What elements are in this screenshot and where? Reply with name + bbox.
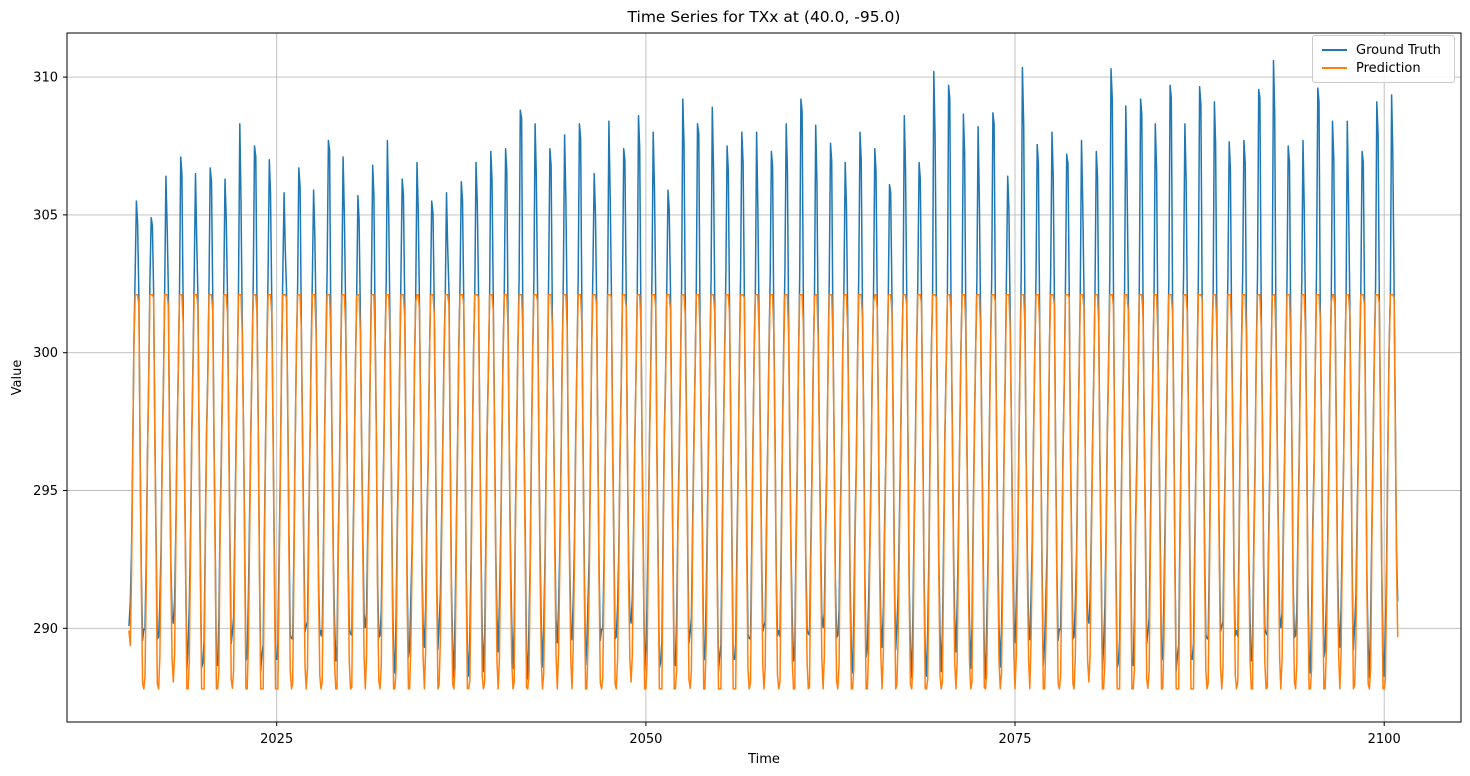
legend: Ground Truth Prediction	[1312, 35, 1455, 83]
y-tick-label: 290	[33, 622, 58, 637]
ground-truth-line	[128, 59, 1399, 680]
x-tick-label: 2050	[629, 732, 662, 747]
y-tick-label: 300	[33, 346, 58, 361]
plot-area-border	[66, 32, 1462, 723]
x-tick-label: 2025	[260, 732, 293, 747]
series-lines	[128, 59, 1399, 690]
grid-lines	[67, 33, 1461, 722]
axis-ticks: 2025 2050 2075 2100 290 295 300 305 310	[33, 71, 1401, 747]
x-axis-label: Time	[747, 752, 780, 767]
legend-label-prediction: Prediction	[1356, 60, 1421, 76]
x-tick-label: 2100	[1368, 732, 1401, 747]
y-tick-label: 305	[33, 208, 58, 223]
prediction-line	[128, 294, 1399, 690]
legend-label-ground-truth: Ground Truth	[1356, 42, 1441, 58]
legend-entry-prediction: Prediction	[1322, 59, 1445, 77]
chart-title: Time Series for TXx at (40.0, -95.0)	[627, 8, 901, 26]
legend-entry-ground-truth: Ground Truth	[1322, 41, 1445, 59]
x-tick-label: 2075	[998, 732, 1031, 747]
prediction-line-sample-icon	[1322, 66, 1347, 70]
y-tick-label: 310	[33, 71, 58, 86]
y-tick-label: 295	[33, 484, 58, 499]
y-axis-label: Value	[10, 360, 25, 396]
axes-spines	[66, 32, 1462, 723]
ground-truth-line-sample-icon	[1322, 48, 1347, 52]
